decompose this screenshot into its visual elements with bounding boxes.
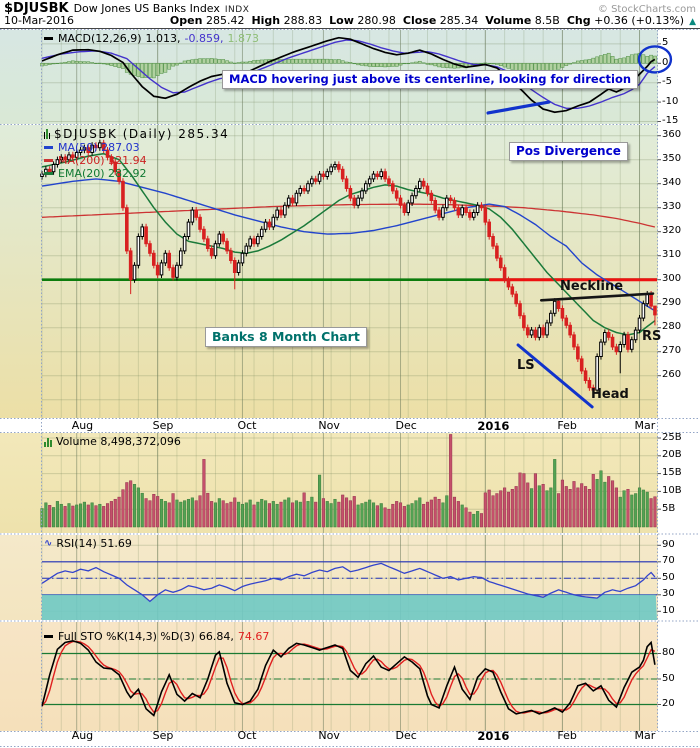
exchange-label: INDX xyxy=(224,5,250,15)
quote-high: High 288.83 xyxy=(251,14,323,27)
quote-change: Chg +0.36 (+0.13%) xyxy=(566,14,685,27)
stockcharts-credit: © StockCharts.com xyxy=(597,4,696,15)
quote-date: 10-Mar-2016 xyxy=(4,14,74,27)
quote-volume: Volume 8.5B xyxy=(485,14,560,27)
quote-low: Low 280.98 xyxy=(329,14,396,27)
quote-open: Open 285.42 xyxy=(169,14,245,27)
symbol-name: Dow Jones US Banks Index xyxy=(73,2,220,15)
symbol-ticker: $DJUSBK xyxy=(4,1,69,16)
chart-header: $DJUSBK Dow Jones US Banks Index INDX © … xyxy=(0,0,700,29)
up-arrow-icon: ▲ xyxy=(689,17,696,27)
quote-close: Close 285.34 xyxy=(402,14,479,27)
